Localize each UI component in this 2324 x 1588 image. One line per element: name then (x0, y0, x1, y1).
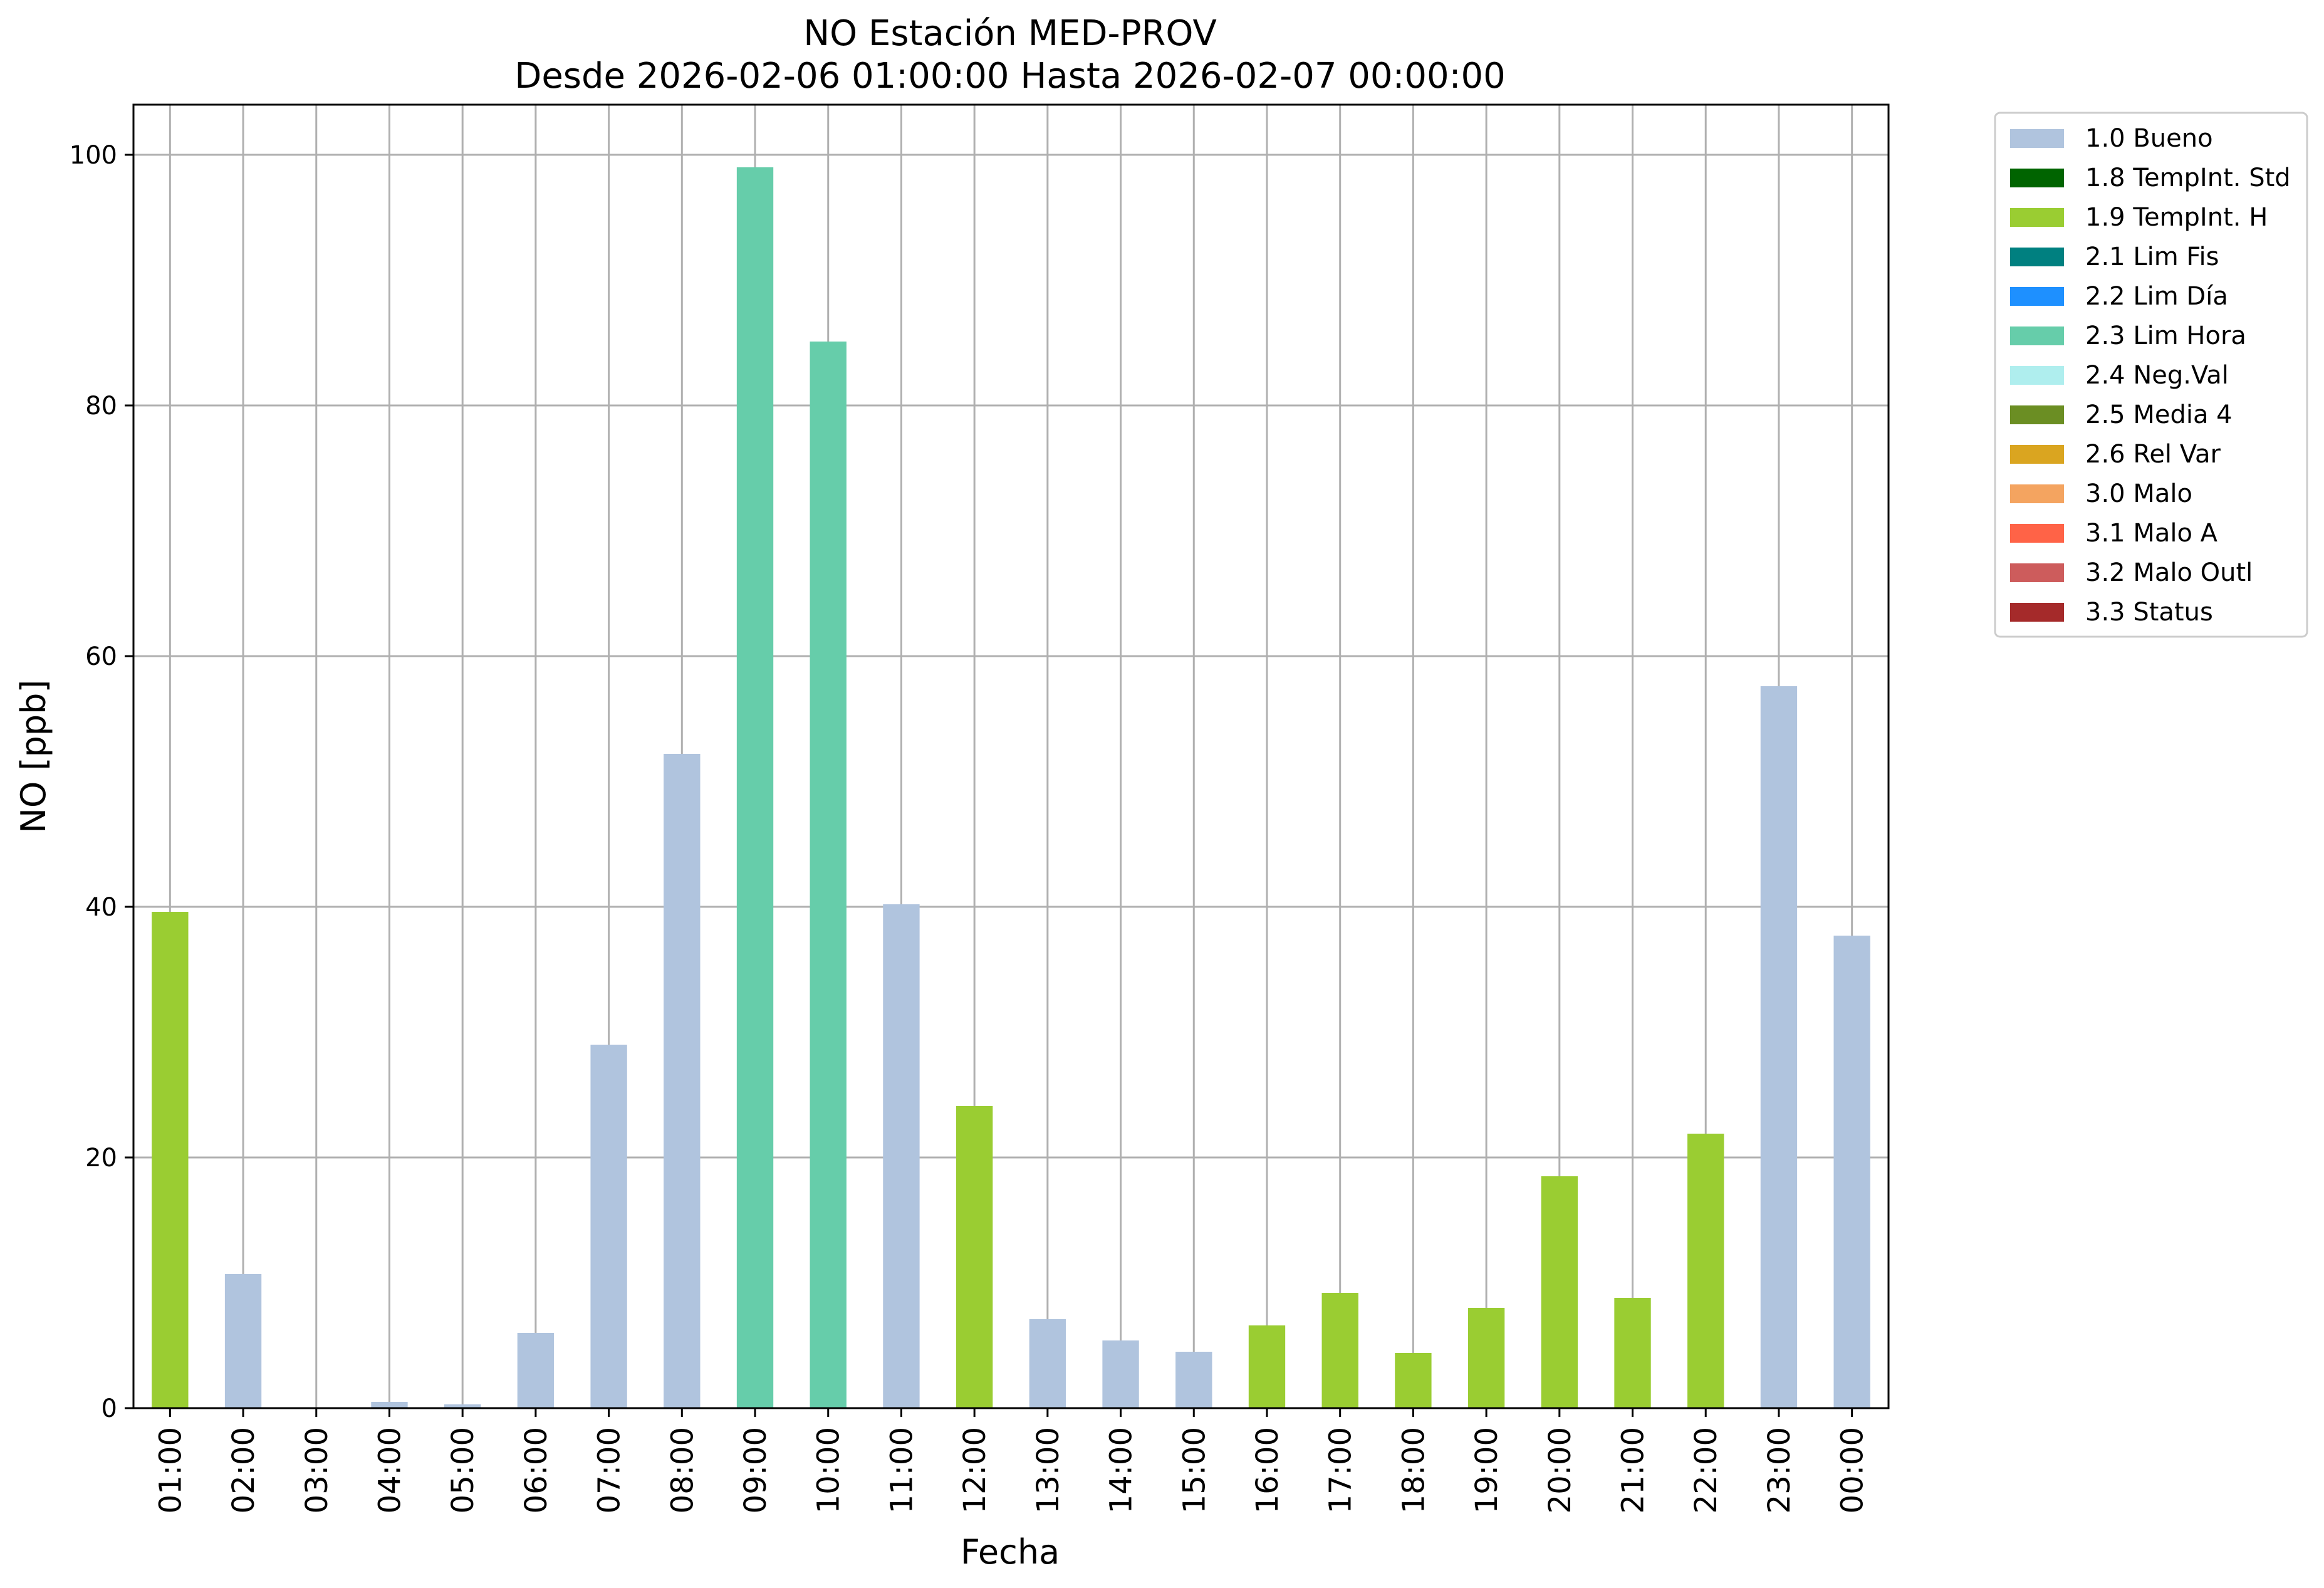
bar (883, 904, 920, 1408)
legend-label: 2.3 Lim Hora (2085, 321, 2246, 350)
bar (1175, 1352, 1212, 1408)
bars (152, 167, 1870, 1408)
x-tick-label: 16:00 (1250, 1427, 1285, 1513)
y-axis-label: NO [ppb] (14, 679, 53, 833)
bar (1541, 1176, 1578, 1408)
legend-label: 3.3 Status (2085, 598, 2213, 627)
chart-subtitle: Desde 2026-02-06 01:00:00 Hasta 2026-02-… (514, 56, 1506, 97)
legend-frame (1994, 112, 2308, 638)
x-tick-label: 17:00 (1323, 1427, 1358, 1513)
x-tick-label: 08:00 (665, 1427, 700, 1513)
x-axis-label: Fecha (961, 1532, 1060, 1572)
y-tick-label: 20 (85, 1144, 117, 1173)
legend-label: 3.0 Malo (2085, 479, 2192, 508)
chart-title: NO Estación MED-PROV (803, 13, 1217, 54)
x-tick-label: 01:00 (153, 1427, 188, 1513)
bar (1614, 1298, 1651, 1408)
legend-swatch (2010, 287, 2064, 306)
x-tick-label: 02:00 (226, 1427, 261, 1513)
x-tick-label: 09:00 (738, 1427, 773, 1513)
bar (371, 1402, 408, 1408)
legend-label: 2.6 Rel Var (2085, 440, 2221, 469)
legend-swatch (2010, 248, 2064, 266)
legend-swatch (2010, 366, 2064, 385)
y-tick-label: 60 (85, 642, 117, 671)
bar (1760, 686, 1798, 1408)
x-tick-label: 00:00 (1835, 1427, 1870, 1513)
bar (590, 1045, 627, 1408)
y-tick-label: 40 (85, 893, 117, 922)
x-tick-label: 19:00 (1469, 1427, 1504, 1513)
x-tick-label: 03:00 (300, 1427, 335, 1513)
x-axis-ticks: 01:00 02:00 03:00 04:00 05:00 06:00 07:00 08:00… (153, 1408, 1870, 1513)
bar (1395, 1353, 1432, 1408)
bar (1467, 1308, 1505, 1408)
bar (1102, 1340, 1139, 1408)
x-tick-label: 15:00 (1177, 1427, 1212, 1513)
plot-area (132, 103, 1890, 1409)
y-tick-label: 80 (85, 392, 117, 421)
x-tick-label: 21:00 (1616, 1427, 1651, 1513)
y-axis-ticks: 0 20 40 60 80 100 (70, 141, 133, 1423)
legend-swatch (2010, 524, 2064, 543)
bar (1029, 1319, 1066, 1408)
x-tick-label: 10:00 (811, 1427, 847, 1513)
bar (1248, 1325, 1286, 1408)
legend-swatch (2010, 445, 2064, 464)
legend-swatch (2010, 563, 2064, 582)
x-tick-label: 13:00 (1031, 1427, 1066, 1513)
bar (810, 342, 847, 1408)
bar (444, 1404, 481, 1408)
bar (956, 1106, 993, 1408)
bar (517, 1333, 555, 1408)
legend-label: 2.4 Neg.Val (2085, 361, 2229, 390)
legend-label: 2.1 Lim Fis (2085, 243, 2219, 271)
bar (664, 754, 701, 1408)
x-tick-label: 11:00 (884, 1427, 919, 1513)
x-tick-label: 18:00 (1396, 1427, 1431, 1513)
y-tick-label: 0 (102, 1394, 117, 1423)
bar (224, 1274, 262, 1408)
x-tick-label: 12:00 (957, 1427, 993, 1513)
plot-frame (132, 103, 1890, 1409)
x-tick-label: 04:00 (372, 1427, 407, 1513)
legend-label: 1.9 TempInt. H (2085, 203, 2268, 232)
legend-label: 3.2 Malo Outl (2085, 558, 2253, 587)
x-tick-label: 20:00 (1543, 1427, 1578, 1513)
legend-label: 2.5 Media 4 (2085, 400, 2233, 429)
legend-swatch (2010, 169, 2064, 187)
x-tick-label: 23:00 (1762, 1427, 1797, 1513)
legend-swatch (2010, 405, 2064, 424)
bar (1687, 1134, 1724, 1408)
legend-swatch (2010, 326, 2064, 345)
bar (1321, 1293, 1358, 1408)
legend-swatch (2010, 484, 2064, 503)
x-tick-label: 07:00 (592, 1427, 627, 1513)
bar (736, 167, 774, 1408)
legend-label: 2.2 Lim Día (2085, 282, 2228, 311)
y-tick-label: 100 (70, 141, 117, 170)
legend-swatch (2010, 603, 2064, 622)
bar (1833, 936, 1870, 1408)
x-tick-label: 06:00 (519, 1427, 554, 1513)
x-tick-label: 14:00 (1104, 1427, 1139, 1513)
legend-label: 1.0 Bueno (2085, 124, 2213, 153)
x-tick-label: 22:00 (1689, 1427, 1724, 1513)
legend-label: 1.8 TempInt. Std (2085, 164, 2291, 192)
legend-swatch (2010, 129, 2064, 148)
x-tick-label: 05:00 (446, 1427, 481, 1513)
bar (152, 912, 189, 1408)
legend: 1.0 Bueno 1.8 TempInt. Std 1.9 TempInt. H 2… (1994, 112, 2308, 638)
legend-label: 3.1 Malo A (2085, 519, 2218, 548)
legend-swatch (2010, 208, 2064, 227)
plot-background (133, 105, 1889, 1408)
